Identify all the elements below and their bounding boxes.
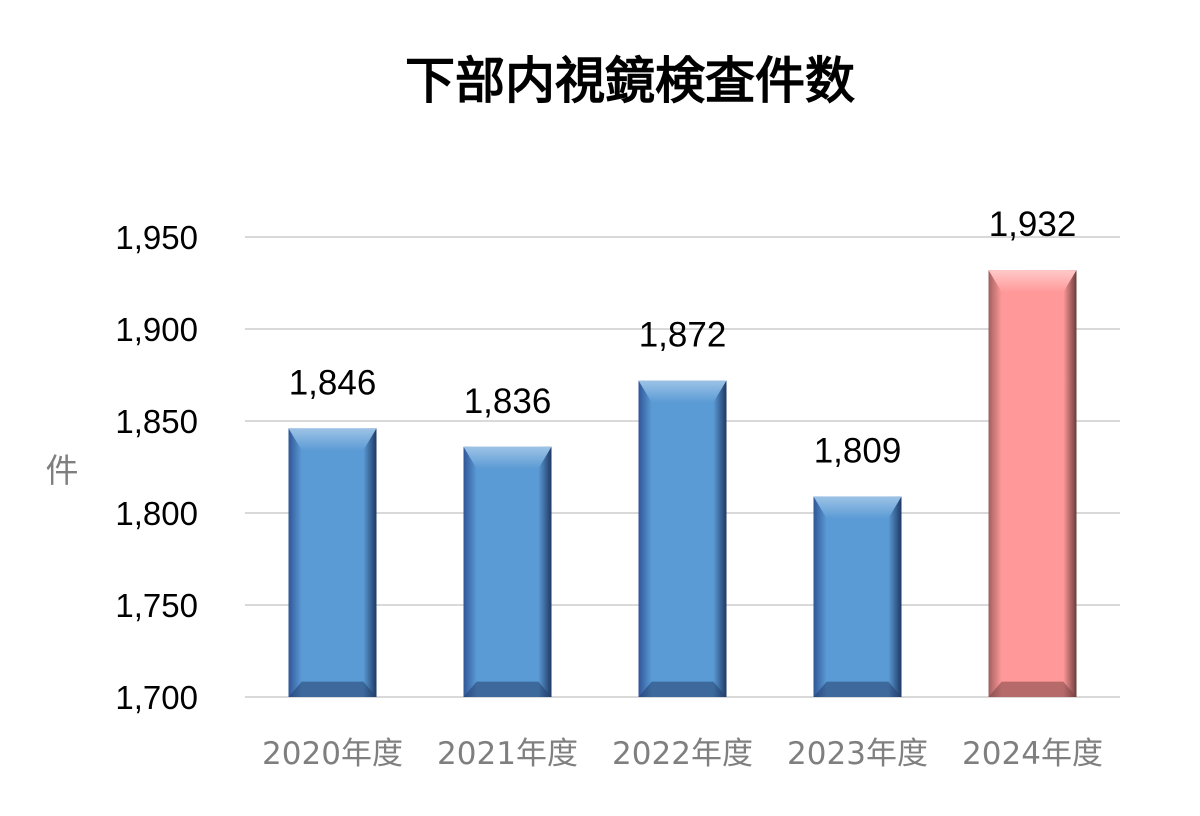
x-tick-label: 2024年度 xyxy=(962,736,1103,772)
x-tick-label: 2022年度 xyxy=(612,736,753,772)
y-axis-label: 件 xyxy=(46,451,79,490)
bar-body xyxy=(813,496,902,697)
x-tick-label: 2020年度 xyxy=(262,736,403,772)
bar-bevel-bottom xyxy=(813,681,902,697)
data-label: 1,846 xyxy=(289,363,377,402)
bar-2024年度 xyxy=(988,270,1077,697)
y-tick-label: 1,700 xyxy=(115,679,198,716)
x-axis-ticks: 2020年度 2021年度 2022年度 2023年度 2024年度 xyxy=(262,736,1103,772)
bar-body xyxy=(638,380,727,697)
data-label: 1,872 xyxy=(639,316,727,355)
chart-title: 下部内視鏡検査件数 xyxy=(405,52,855,110)
bar-bevel-bottom xyxy=(288,681,377,697)
bars xyxy=(288,270,1077,697)
bar-bevel-top xyxy=(463,446,552,469)
bar-bevel-top xyxy=(288,428,377,451)
data-label: 1,932 xyxy=(989,205,1077,244)
data-labels: 1,846 1,836 1,872 1,809 1,932 xyxy=(289,205,1077,470)
y-tick-label: 1,800 xyxy=(115,495,198,532)
bar-bevel-bottom xyxy=(463,681,552,697)
data-label: 1,809 xyxy=(814,431,902,470)
y-axis-ticks: 1,700 1,750 1,800 1,850 1,900 1,950 xyxy=(115,219,198,716)
bar-bevel-top xyxy=(813,496,902,519)
x-tick-label: 2023年度 xyxy=(787,736,928,772)
y-tick-label: 1,950 xyxy=(115,219,198,256)
bar-2021年度 xyxy=(463,446,552,697)
bar-2022年度 xyxy=(638,380,727,697)
bar-bevel-bottom xyxy=(638,681,727,697)
bar-bevel-top xyxy=(638,380,727,403)
bar-bevel-top xyxy=(988,270,1077,293)
bar-2023年度 xyxy=(813,496,902,697)
data-label: 1,836 xyxy=(464,382,552,421)
bar-2020年度 xyxy=(288,428,377,697)
x-tick-label: 2021年度 xyxy=(437,736,578,772)
bar-body xyxy=(288,428,377,697)
bar-body xyxy=(463,446,552,697)
bar-bevel-bottom xyxy=(988,681,1077,697)
bar-body xyxy=(988,270,1077,697)
y-tick-label: 1,850 xyxy=(115,403,198,440)
y-tick-label: 1,750 xyxy=(115,587,198,624)
y-tick-label: 1,900 xyxy=(115,311,198,348)
